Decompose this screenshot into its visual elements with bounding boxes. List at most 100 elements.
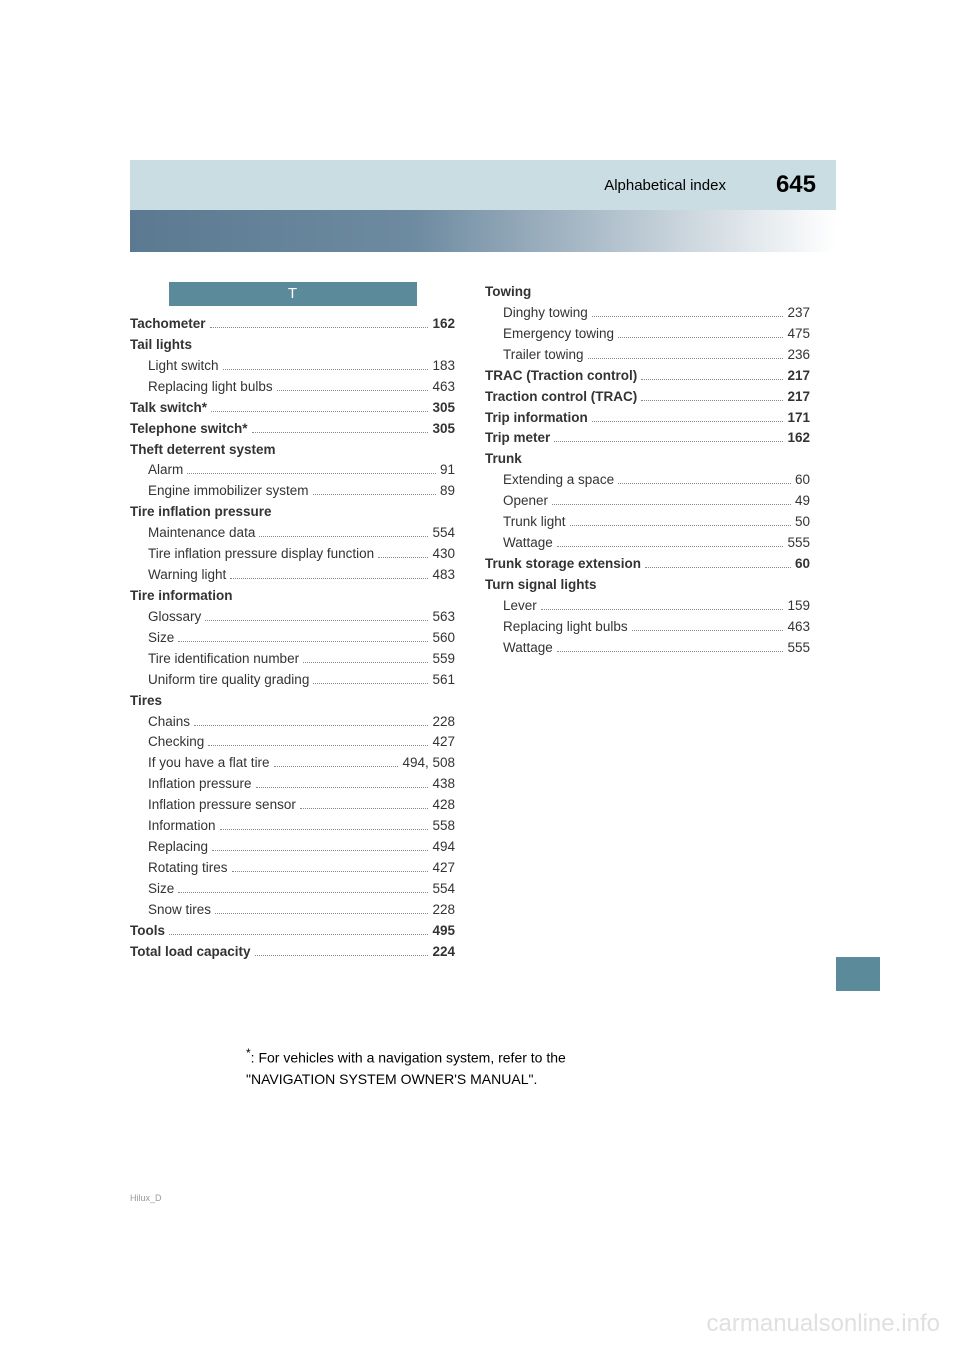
index-row: Engine immobilizer system89 <box>130 481 455 502</box>
index-dots <box>205 620 428 621</box>
left-column: T Tachometer162Tail lightsLight switch18… <box>130 282 470 963</box>
index-dots <box>255 955 429 956</box>
index-page-ref: 228 <box>432 712 455 733</box>
index-row: Tire identification number 559 <box>130 649 455 670</box>
index-page-ref: 217 <box>787 366 810 387</box>
index-label: Replacing light bulbs <box>148 377 273 398</box>
index-page-ref: 430 <box>432 544 455 565</box>
index-row: Tire inflation pressure display function… <box>130 544 455 565</box>
index-page-ref: 561 <box>432 670 455 691</box>
content-wrapper: T Tachometer162Tail lightsLight switch18… <box>130 282 836 963</box>
index-dots <box>215 913 428 914</box>
index-dots <box>632 630 784 631</box>
index-label: Information <box>148 816 216 837</box>
index-label: Tail lights <box>130 335 192 356</box>
index-label: Wattage <box>503 638 553 659</box>
page-container: Alphabetical index 645 T Tachometer162Ta… <box>130 160 836 963</box>
index-row: Replacing light bulbs463 <box>485 617 810 638</box>
side-tab <box>836 957 880 991</box>
index-row: Inflation pressure sensor428 <box>130 795 455 816</box>
index-row: Opener49 <box>485 491 810 512</box>
index-label: Dinghy towing <box>503 303 588 324</box>
index-label: Snow tires <box>148 900 211 921</box>
index-page-ref: 237 <box>787 303 810 324</box>
index-page-ref: 555 <box>787 533 810 554</box>
index-dots <box>313 683 428 684</box>
index-label: Wattage <box>503 533 553 554</box>
index-label: Tires <box>130 691 162 712</box>
index-label: Tools <box>130 921 165 942</box>
index-dots <box>220 829 429 830</box>
index-page-ref: 228 <box>432 900 455 921</box>
index-dots <box>645 567 791 568</box>
section-tab: T <box>169 282 417 306</box>
index-page-ref: 183 <box>432 356 455 377</box>
index-page-ref: 60 <box>795 470 810 491</box>
index-page-ref: 554 <box>432 879 455 900</box>
index-row: Inflation pressure438 <box>130 774 455 795</box>
index-dots <box>641 379 783 380</box>
index-page-ref: 171 <box>787 408 810 429</box>
index-dots <box>212 850 428 851</box>
index-row: Trip information171 <box>485 408 810 429</box>
index-dots <box>378 557 428 558</box>
index-page-ref: 305 <box>432 398 455 419</box>
index-row: If you have a flat tire494, 508 <box>130 753 455 774</box>
index-dots <box>277 390 429 391</box>
index-page-ref: 495 <box>432 921 455 942</box>
index-page-ref: 305 <box>432 419 455 440</box>
header-title: Alphabetical index <box>604 177 726 194</box>
index-label: Emergency towing <box>503 324 614 345</box>
index-page-ref: 494, 508 <box>402 753 455 774</box>
index-page-ref: 494 <box>432 837 455 858</box>
index-page-ref: 483 <box>432 565 455 586</box>
index-dots <box>570 525 791 526</box>
index-row: TRAC (Traction control)217 <box>485 366 810 387</box>
index-row: Warning light483 <box>130 565 455 586</box>
index-page-ref: 50 <box>795 512 810 533</box>
index-row: Alarm91 <box>130 460 455 481</box>
index-row: Tire information <box>130 586 455 607</box>
right-index-list: TowingDinghy towing237Emergency towing47… <box>485 282 810 659</box>
index-page-ref: 162 <box>432 314 455 335</box>
index-row: Wattage 555 <box>485 638 810 659</box>
index-label: Rotating tires <box>148 858 228 879</box>
index-page-ref: 159 <box>787 596 810 617</box>
index-label: Extending a space <box>503 470 614 491</box>
index-row: Lever 159 <box>485 596 810 617</box>
index-row: Talk switch* 305 <box>130 398 455 419</box>
index-label: Tire identification number <box>148 649 299 670</box>
index-dots <box>178 641 428 642</box>
index-label: Uniform tire quality grading <box>148 670 309 691</box>
index-dots <box>259 536 428 537</box>
index-label: Talk switch* <box>130 398 207 419</box>
index-page-ref: 559 <box>432 649 455 670</box>
index-row: Light switch183 <box>130 356 455 377</box>
index-row: Theft deterrent system <box>130 440 455 461</box>
index-label: Trailer towing <box>503 345 584 366</box>
index-dots <box>592 421 784 422</box>
index-label: Theft deterrent system <box>130 440 276 461</box>
index-dots <box>187 473 436 474</box>
index-dots <box>313 494 436 495</box>
index-page-ref: 438 <box>432 774 455 795</box>
footnote: *: For vehicles with a navigation system… <box>246 1044 826 1090</box>
index-page-ref: 555 <box>787 638 810 659</box>
index-page-ref: 91 <box>440 460 455 481</box>
index-dots <box>557 651 784 652</box>
index-dots <box>169 934 428 935</box>
index-dots <box>256 787 429 788</box>
index-row: Uniform tire quality grading 561 <box>130 670 455 691</box>
index-row: Wattage 555 <box>485 533 810 554</box>
index-row: Glossary563 <box>130 607 455 628</box>
index-row: Chains228 <box>130 712 455 733</box>
watermark: carmanualsonline.info <box>707 1310 940 1338</box>
index-row: Emergency towing475 <box>485 324 810 345</box>
index-label: Lever <box>503 596 537 617</box>
index-row: Replacing494 <box>130 837 455 858</box>
index-dots <box>541 609 784 610</box>
index-label: Trip meter <box>485 428 550 449</box>
index-label: Turn signal lights <box>485 575 597 596</box>
index-row: Telephone switch*305 <box>130 419 455 440</box>
index-page-ref: 563 <box>432 607 455 628</box>
